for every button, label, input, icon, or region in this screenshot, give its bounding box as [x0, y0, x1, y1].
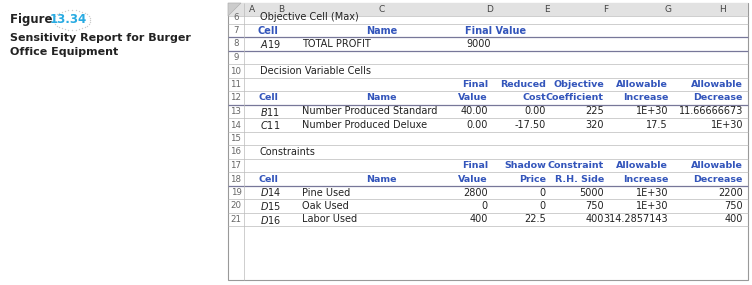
Text: Constraints: Constraints — [260, 147, 316, 157]
Text: 40.00: 40.00 — [460, 107, 488, 117]
Text: Oak Used: Oak Used — [302, 201, 349, 211]
Text: Price: Price — [519, 174, 546, 184]
Bar — [228, 3, 748, 280]
Text: H: H — [720, 5, 726, 15]
Text: 11: 11 — [231, 80, 241, 89]
Text: Sensitivity Report for Burger: Sensitivity Report for Burger — [10, 33, 191, 43]
Polygon shape — [228, 3, 241, 16]
Text: TOTAL PROFIT: TOTAL PROFIT — [302, 39, 371, 49]
Text: 8: 8 — [233, 40, 238, 48]
Text: R.H. Side: R.H. Side — [555, 174, 604, 184]
Text: 400: 400 — [470, 215, 488, 225]
Text: F: F — [603, 5, 608, 15]
Text: Value: Value — [459, 93, 488, 103]
Text: Increase: Increase — [623, 174, 668, 184]
Text: Number Produced Standard: Number Produced Standard — [302, 107, 438, 117]
Text: 0: 0 — [540, 188, 546, 198]
Text: Final Value: Final Value — [465, 25, 526, 36]
Text: 9: 9 — [233, 53, 238, 62]
Text: 13.34: 13.34 — [50, 13, 87, 26]
Text: Name: Name — [366, 93, 397, 103]
Text: 13: 13 — [231, 107, 241, 116]
Text: Final: Final — [462, 161, 488, 170]
Text: 750: 750 — [724, 201, 743, 211]
Text: 314.2857143: 314.2857143 — [603, 215, 668, 225]
Text: 6: 6 — [233, 13, 238, 21]
Text: Number Produced Deluxe: Number Produced Deluxe — [302, 120, 427, 130]
Text: Constraint: Constraint — [547, 161, 604, 170]
Bar — [228, 3, 748, 16]
Text: Labor Used: Labor Used — [302, 215, 357, 225]
Text: Value: Value — [459, 174, 488, 184]
Text: 20: 20 — [231, 201, 241, 211]
Text: 225: 225 — [585, 107, 604, 117]
Text: Cost: Cost — [522, 93, 546, 103]
Text: 19: 19 — [231, 188, 241, 197]
Text: Objective Cell (Max): Objective Cell (Max) — [260, 12, 359, 22]
Text: 18: 18 — [231, 174, 241, 184]
Text: 21: 21 — [231, 215, 241, 224]
Text: 14: 14 — [231, 121, 241, 129]
Text: 15: 15 — [231, 134, 241, 143]
Text: Cell: Cell — [258, 93, 278, 103]
Text: Shadow: Shadow — [504, 161, 546, 170]
Text: A: A — [249, 5, 255, 15]
Text: Office Equipment: Office Equipment — [10, 47, 118, 57]
Text: $B$11: $B$11 — [260, 105, 280, 117]
Text: Allowable: Allowable — [691, 161, 743, 170]
Text: E: E — [544, 5, 549, 15]
Text: B: B — [278, 5, 284, 15]
Text: Allowable: Allowable — [616, 161, 668, 170]
Text: 16: 16 — [231, 148, 241, 156]
Text: 17: 17 — [231, 161, 241, 170]
Text: Figure: Figure — [10, 13, 56, 26]
Text: 17.5: 17.5 — [647, 120, 668, 130]
Text: Name: Name — [366, 174, 397, 184]
Text: 9000: 9000 — [466, 39, 491, 49]
Text: 750: 750 — [585, 201, 604, 211]
Text: Decision Variable Cells: Decision Variable Cells — [260, 66, 371, 76]
Text: 1E+30: 1E+30 — [635, 188, 668, 198]
Text: Allowable: Allowable — [691, 80, 743, 89]
Text: 0.00: 0.00 — [467, 120, 488, 130]
Text: Final: Final — [462, 80, 488, 89]
Text: $D$16: $D$16 — [260, 213, 281, 225]
Text: 12: 12 — [231, 93, 241, 103]
Text: 11.66666673: 11.66666673 — [678, 107, 743, 117]
Text: 7: 7 — [233, 26, 238, 35]
Text: Increase: Increase — [623, 93, 668, 103]
Text: 5000: 5000 — [579, 188, 604, 198]
Text: Cell: Cell — [258, 25, 278, 36]
Text: Allowable: Allowable — [616, 80, 668, 89]
Text: C: C — [378, 5, 384, 15]
Text: 1E+30: 1E+30 — [635, 201, 668, 211]
Text: $D$14: $D$14 — [260, 186, 281, 198]
Text: 1E+30: 1E+30 — [711, 120, 743, 130]
Text: Pine Used: Pine Used — [302, 188, 350, 198]
Text: $A$19: $A$19 — [260, 38, 281, 50]
Text: $D$15: $D$15 — [260, 200, 281, 212]
Text: $C$11: $C$11 — [260, 119, 280, 131]
Text: Objective: Objective — [553, 80, 604, 89]
Text: 0: 0 — [482, 201, 488, 211]
Text: G: G — [665, 5, 672, 15]
Text: Decrease: Decrease — [693, 174, 743, 184]
Text: Cell: Cell — [258, 174, 278, 184]
Text: 400: 400 — [725, 215, 743, 225]
Text: 320: 320 — [586, 120, 604, 130]
Text: -17.50: -17.50 — [515, 120, 546, 130]
Text: 10: 10 — [231, 66, 241, 76]
Text: Decrease: Decrease — [693, 93, 743, 103]
Text: Coefficient: Coefficient — [546, 93, 604, 103]
Text: 22.5: 22.5 — [524, 215, 546, 225]
Text: 0.00: 0.00 — [525, 107, 546, 117]
Text: 1E+30: 1E+30 — [635, 107, 668, 117]
Text: D: D — [487, 5, 493, 15]
Text: Reduced: Reduced — [500, 80, 546, 89]
Text: 400: 400 — [586, 215, 604, 225]
Text: Name: Name — [366, 25, 397, 36]
Text: 2800: 2800 — [463, 188, 488, 198]
Text: 2200: 2200 — [718, 188, 743, 198]
Text: 0: 0 — [540, 201, 546, 211]
